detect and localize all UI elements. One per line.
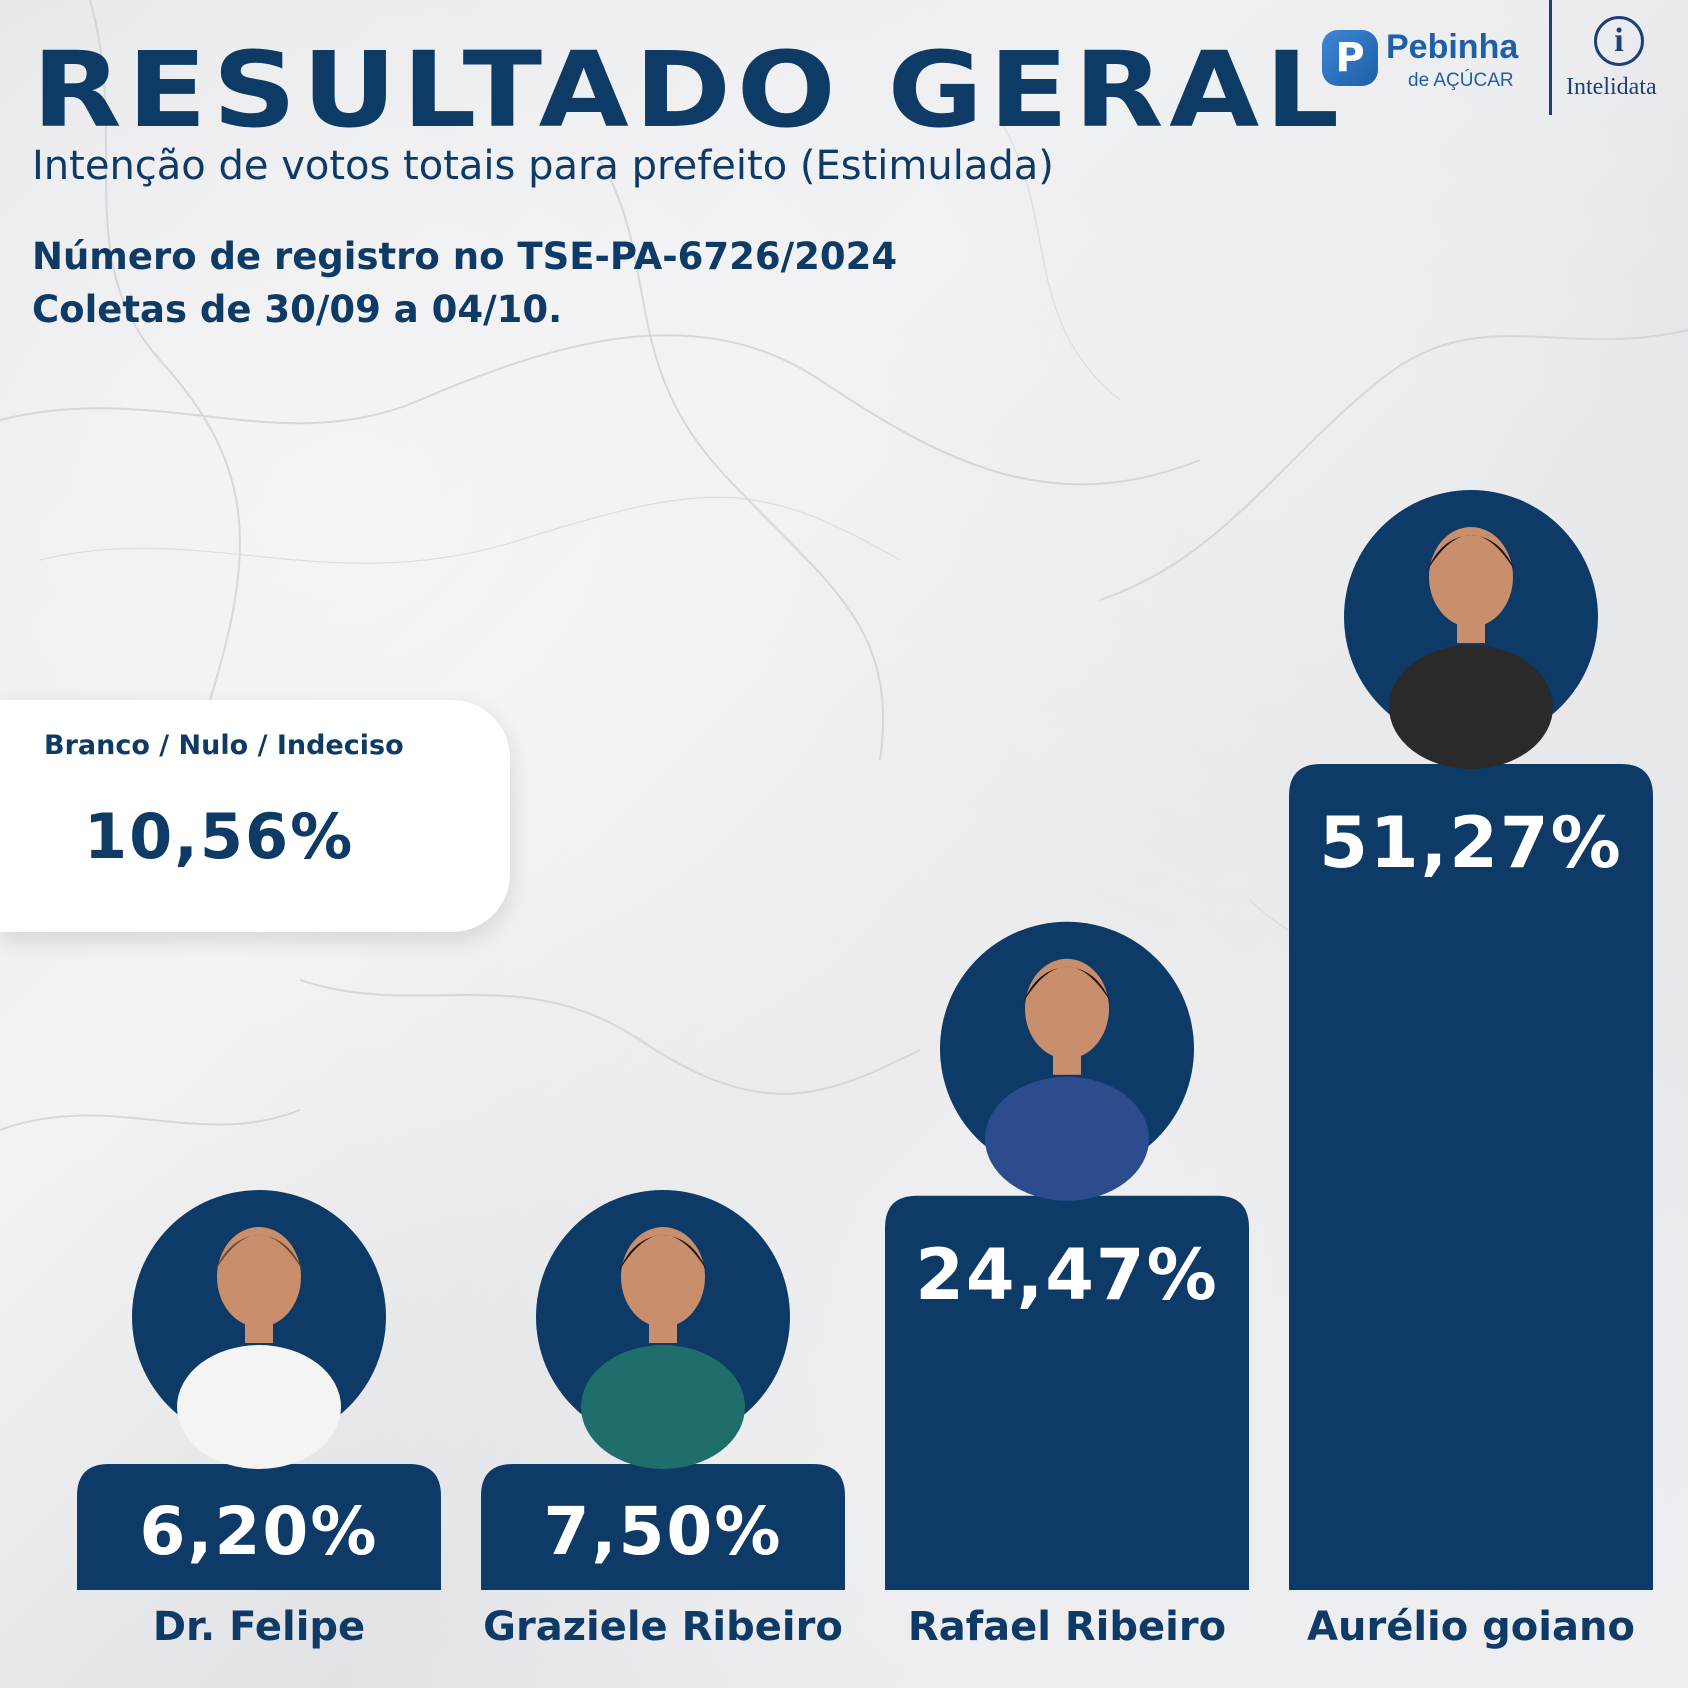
collection-dates: Coletas de 30/09 a 04/10. xyxy=(32,288,563,331)
category-label-aurelio-goiano: Aurélio goiano xyxy=(1307,1604,1635,1650)
page-title: RESULTADO GERAL xyxy=(32,29,1345,151)
pebinha-logo-sub: de AÇÚCAR xyxy=(1408,70,1514,91)
bar-value-label: 7,50% xyxy=(544,1493,783,1570)
candidate-photo-rafael-ribeiro xyxy=(940,921,1194,1201)
category-label-rafael-ribeiro: Rafael Ribeiro xyxy=(908,1604,1226,1650)
candidate-photo-dr-felipe xyxy=(132,1190,386,1469)
bar-value-label: 24,47% xyxy=(915,1234,1219,1316)
bar-dr-felipe xyxy=(77,1464,441,1590)
bar-value-label: 6,20% xyxy=(140,1493,379,1570)
candidate-photo-aurelio-goiano xyxy=(1344,490,1598,769)
page-subtitle: Intenção de votos totais para prefeito (… xyxy=(32,143,1054,189)
category-label-graziele-ribeiro: Graziele Ribeiro xyxy=(483,1604,843,1650)
logo-divider xyxy=(1549,0,1552,115)
blank-null-undecided-box: Branco / Nulo / Indeciso 10,56% xyxy=(0,700,510,932)
bar-rafael-ribeiro xyxy=(885,1195,1249,1590)
registry-number: Número de registro no TSE-PA-6726/2024 xyxy=(32,235,898,278)
category-label-dr-felipe: Dr. Felipe xyxy=(153,1604,365,1650)
pebinha-logo-name: Pebinha xyxy=(1386,28,1519,66)
intelidata-logo-icon: i xyxy=(1594,16,1644,66)
pebinha-logo-icon: P xyxy=(1322,30,1378,86)
bar-value-label: 51,27% xyxy=(1319,802,1623,884)
candidate-photo-graziele-ribeiro xyxy=(536,1190,790,1469)
blank-null-undecided-label: Branco / Nulo / Indeciso xyxy=(44,730,404,761)
bar-aurelio-goiano xyxy=(1289,764,1653,1590)
blank-null-undecided-value: 10,56% xyxy=(84,800,355,873)
bar-graziele-ribeiro xyxy=(481,1464,845,1590)
intelidata-logo-name: Intelidata xyxy=(1566,74,1657,100)
